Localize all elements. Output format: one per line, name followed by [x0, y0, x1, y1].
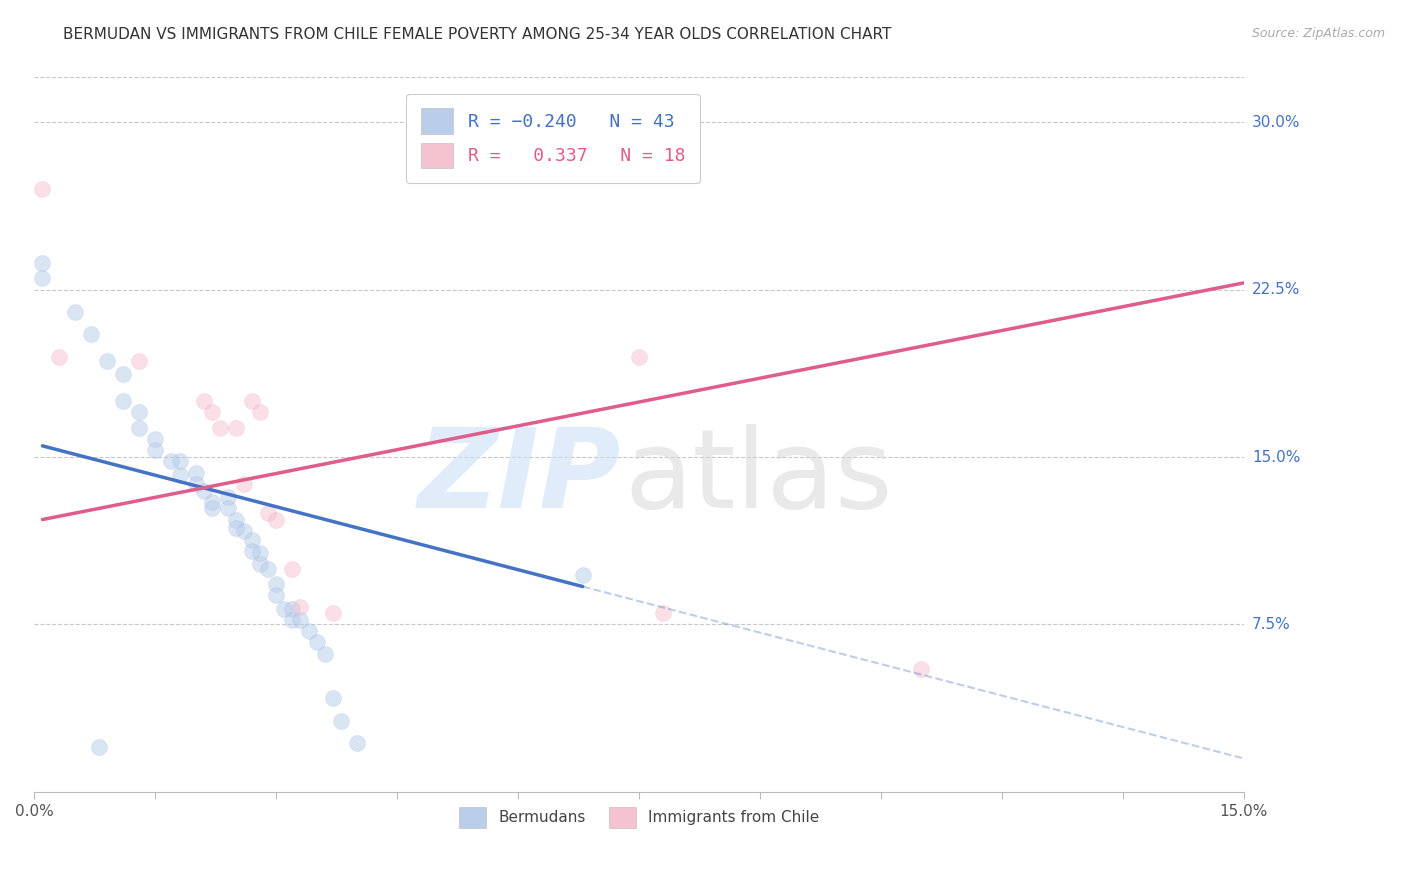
- Point: [297, 624, 319, 639]
- Point: [128, 405, 150, 419]
- Point: [249, 405, 271, 419]
- Point: [31, 256, 53, 270]
- Point: [208, 421, 231, 435]
- Point: [225, 521, 247, 535]
- Point: [233, 524, 256, 538]
- Point: [290, 613, 312, 627]
- Point: [329, 714, 352, 728]
- Point: [225, 421, 247, 435]
- Point: [322, 607, 344, 621]
- Point: [160, 454, 183, 468]
- Point: [87, 740, 110, 755]
- Point: [201, 501, 224, 516]
- Text: ZIP: ZIP: [418, 424, 621, 531]
- Point: [571, 568, 593, 582]
- Point: [184, 466, 207, 480]
- Point: [264, 577, 287, 591]
- Text: 7.5%: 7.5%: [1251, 617, 1291, 632]
- Point: [249, 546, 271, 560]
- Point: [240, 533, 263, 547]
- Point: [249, 558, 271, 572]
- Point: [63, 305, 86, 319]
- Text: Source: ZipAtlas.com: Source: ZipAtlas.com: [1251, 27, 1385, 40]
- Point: [193, 483, 215, 498]
- Point: [217, 490, 239, 504]
- Text: 15.0%: 15.0%: [1251, 450, 1301, 465]
- Point: [314, 647, 336, 661]
- Point: [305, 635, 328, 649]
- Text: 22.5%: 22.5%: [1251, 282, 1301, 297]
- Point: [233, 476, 256, 491]
- Point: [128, 421, 150, 435]
- Point: [96, 354, 118, 368]
- Point: [273, 602, 295, 616]
- Point: [628, 350, 651, 364]
- Point: [169, 467, 191, 482]
- Point: [346, 736, 368, 750]
- Text: BERMUDAN VS IMMIGRANTS FROM CHILE FEMALE POVERTY AMONG 25-34 YEAR OLDS CORRELATI: BERMUDAN VS IMMIGRANTS FROM CHILE FEMALE…: [63, 27, 891, 42]
- Point: [910, 662, 932, 676]
- Text: 30.0%: 30.0%: [1251, 114, 1301, 129]
- Point: [143, 443, 166, 458]
- Point: [281, 613, 304, 627]
- Point: [128, 354, 150, 368]
- Point: [290, 599, 312, 614]
- Point: [201, 405, 224, 419]
- Point: [193, 394, 215, 409]
- Text: atlas: atlas: [624, 424, 893, 531]
- Point: [257, 562, 280, 576]
- Point: [257, 506, 280, 520]
- Point: [201, 494, 224, 508]
- Point: [281, 602, 304, 616]
- Point: [240, 543, 263, 558]
- Point: [652, 607, 675, 621]
- Point: [169, 454, 191, 468]
- Point: [217, 501, 239, 516]
- Point: [48, 350, 70, 364]
- Point: [112, 394, 135, 409]
- Point: [322, 691, 344, 706]
- Point: [264, 589, 287, 603]
- Point: [80, 327, 103, 342]
- Legend: Bermudans, Immigrants from Chile: Bermudans, Immigrants from Chile: [453, 800, 825, 834]
- Point: [31, 182, 53, 196]
- Point: [31, 271, 53, 285]
- Point: [184, 476, 207, 491]
- Point: [143, 432, 166, 446]
- Point: [240, 394, 263, 409]
- Point: [264, 512, 287, 526]
- Point: [112, 368, 135, 382]
- Point: [225, 512, 247, 526]
- Point: [281, 562, 304, 576]
